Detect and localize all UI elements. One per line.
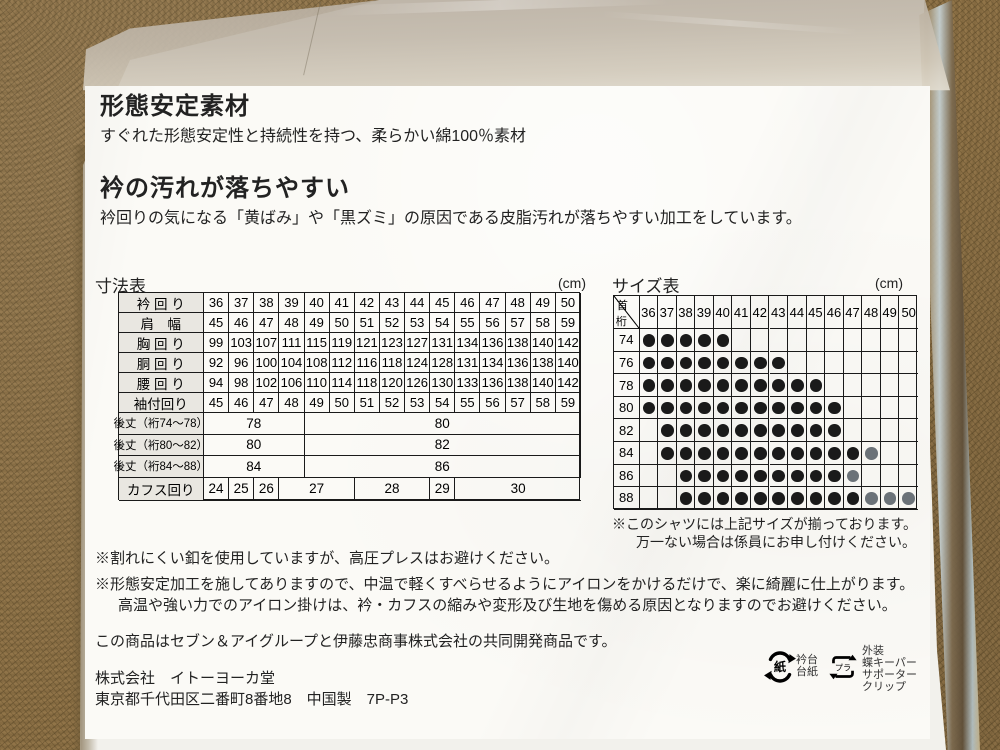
svg-text:プラ: プラ: [835, 663, 851, 672]
svg-text:紙: 紙: [774, 659, 787, 674]
